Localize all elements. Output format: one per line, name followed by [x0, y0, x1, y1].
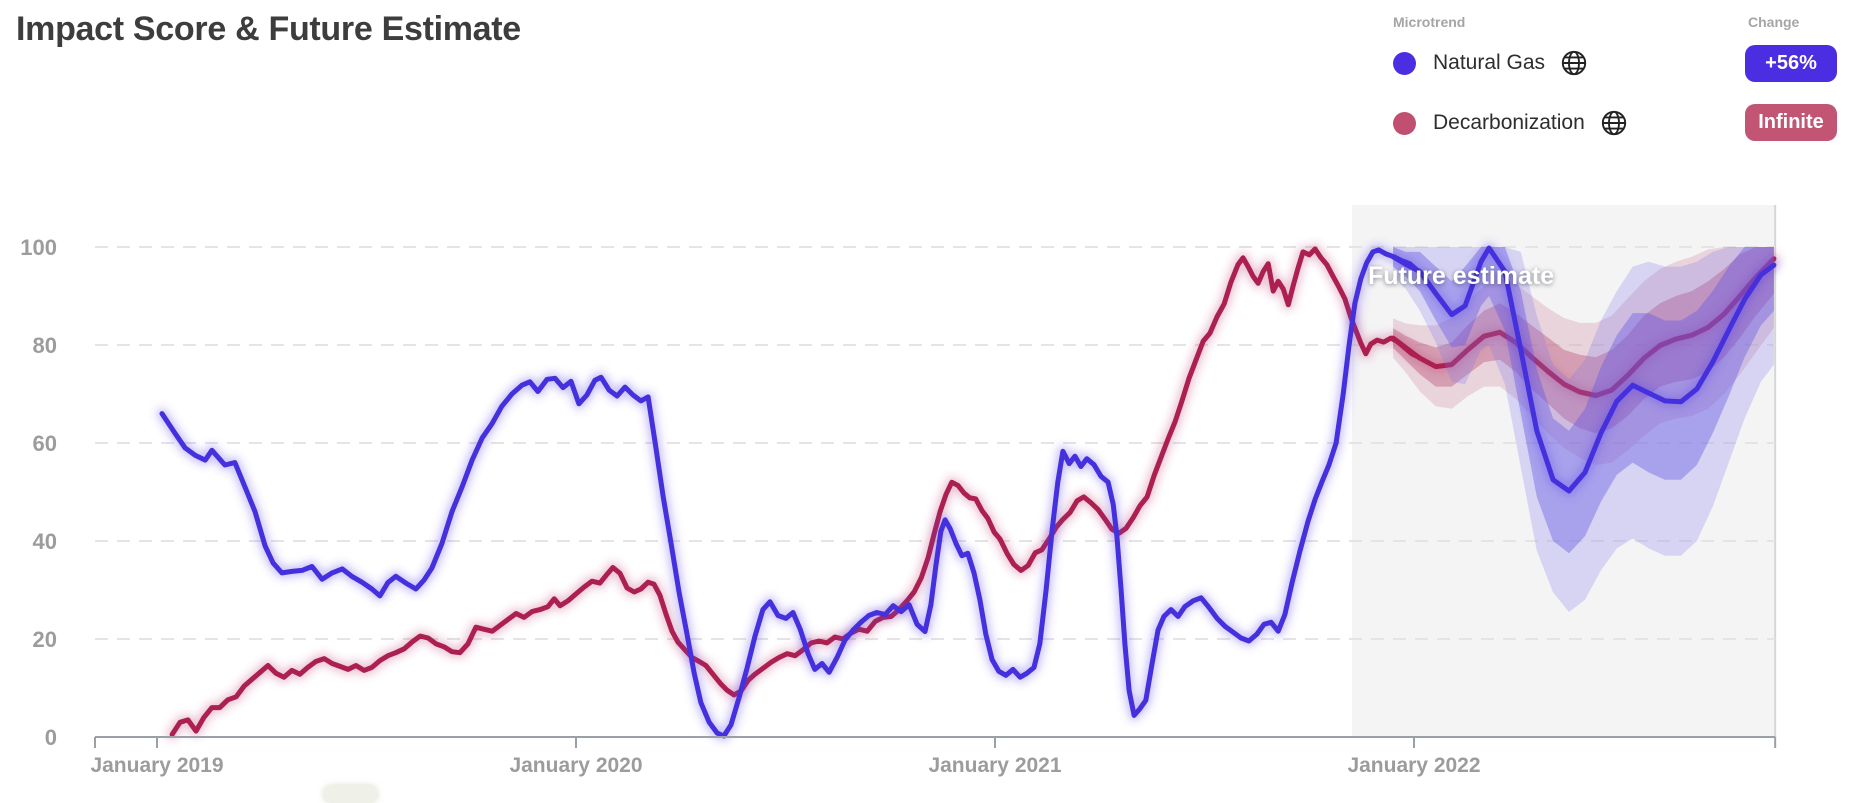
- decarbonization-change-badge: Infinite: [1745, 104, 1837, 141]
- x-axis-label: January 2021: [928, 754, 1061, 777]
- natural-gas-change-badge: +56%: [1745, 45, 1837, 82]
- decarbonization-color-dot: [1393, 111, 1416, 135]
- future-estimate-label: Future estimate: [1368, 262, 1554, 290]
- y-axis-label: 100: [20, 235, 57, 260]
- y-axis-label: 40: [33, 529, 57, 554]
- change-header: Change: [1748, 14, 1800, 30]
- partially-visible-pill[interactable]: [323, 785, 378, 803]
- legend-microtrend-header: Microtrend: [1393, 14, 1466, 30]
- natural-gas-confidence-band: [1393, 247, 1774, 554]
- y-axis-label: 20: [33, 627, 57, 652]
- page-title: Impact Score & Future Estimate: [16, 10, 521, 48]
- y-axis-label: 80: [33, 333, 57, 358]
- globe-icon[interactable]: [1600, 109, 1628, 137]
- legend-item-natural-gas[interactable]: Natural Gas: [1393, 43, 1628, 83]
- globe-icon[interactable]: [1560, 49, 1588, 77]
- chart-legend: Microtrend Natural Gas Decarbonization: [1393, 14, 1628, 163]
- x-axis-label: January 2022: [1347, 754, 1480, 777]
- decarbonization-line: [169, 246, 1777, 737]
- legend-item-decarbonization[interactable]: Decarbonization: [1393, 103, 1628, 143]
- legend-item-label: Natural Gas: [1433, 51, 1546, 74]
- natural-gas-color-dot: [1393, 51, 1416, 75]
- y-axis-label: 60: [33, 431, 57, 456]
- x-axis-label: January 2020: [509, 754, 642, 777]
- decarbonization-confidence-band: [1393, 247, 1774, 465]
- y-axis-label: 0: [45, 725, 57, 750]
- future-estimate-region: [1351, 205, 1776, 737]
- legend-item-label: Decarbonization: [1433, 111, 1585, 134]
- x-axis-label: January 2019: [90, 754, 223, 777]
- change-column: Change +56% Infinite: [1745, 14, 1837, 163]
- natural-gas-confidence-band: [1393, 247, 1774, 612]
- natural-gas-line: [159, 245, 1777, 739]
